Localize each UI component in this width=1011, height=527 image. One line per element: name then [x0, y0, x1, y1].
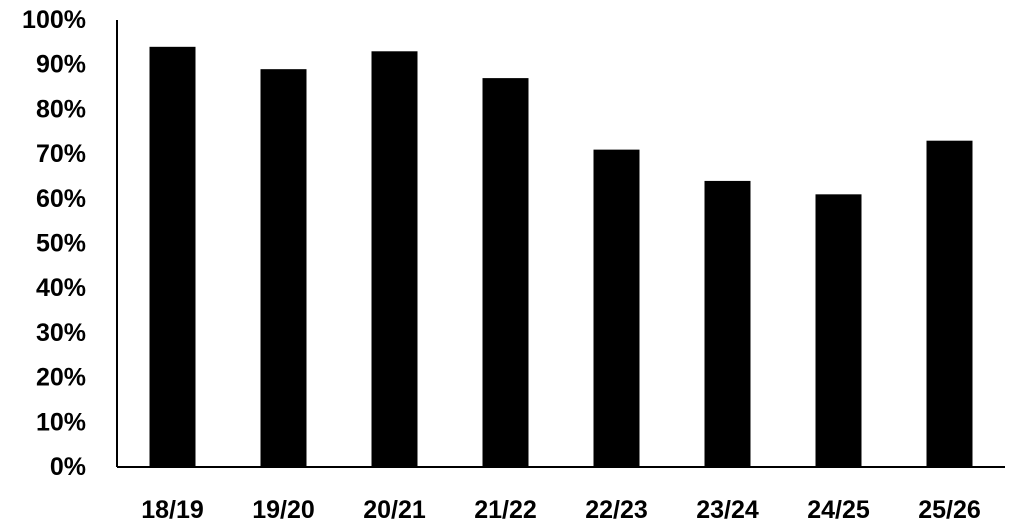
- x-tick-label: 25/26: [918, 496, 981, 524]
- y-axis-tick-labels: 0% 10% 20% 30% 40% 50% 60% 70% 80% 90% 100%: [22, 6, 86, 481]
- bar-21-22: [482, 78, 529, 468]
- y-tick-label: 10%: [36, 408, 86, 436]
- y-tick-label: 0%: [50, 453, 86, 481]
- y-tick-label: 60%: [36, 185, 86, 213]
- y-tick-label: 100%: [22, 6, 86, 34]
- y-tick-label: 70%: [36, 140, 86, 168]
- bar-23-24: [704, 180, 751, 468]
- y-tick-label: 90%: [36, 51, 86, 79]
- x-tick-label: 21/22: [474, 496, 537, 524]
- bar-22-23: [593, 149, 640, 467]
- y-tick-label: 40%: [36, 274, 86, 302]
- x-tick-label: 24/25: [807, 496, 870, 524]
- y-tick-label: 30%: [36, 319, 86, 347]
- bar-19-20: [260, 69, 307, 468]
- y-tick-label: 20%: [36, 364, 86, 392]
- y-tick-label: 80%: [36, 95, 86, 123]
- bar-25-26: [926, 140, 973, 467]
- y-tick-label: 50%: [36, 230, 86, 258]
- x-tick-label: 19/20: [252, 496, 315, 524]
- x-tick-label: 20/21: [363, 496, 426, 524]
- bars-group: [149, 46, 973, 468]
- bar-20-21: [371, 51, 418, 467]
- x-tick-label: 23/24: [696, 496, 759, 524]
- bar-18-19: [149, 46, 196, 467]
- x-tick-label: 22/23: [585, 496, 648, 524]
- x-tick-label: 18/19: [141, 496, 204, 524]
- bar-24-25: [815, 194, 862, 467]
- x-axis-tick-labels: 18/19 19/20 20/21 21/22 22/23 23/24 24/25 25/26: [141, 496, 981, 524]
